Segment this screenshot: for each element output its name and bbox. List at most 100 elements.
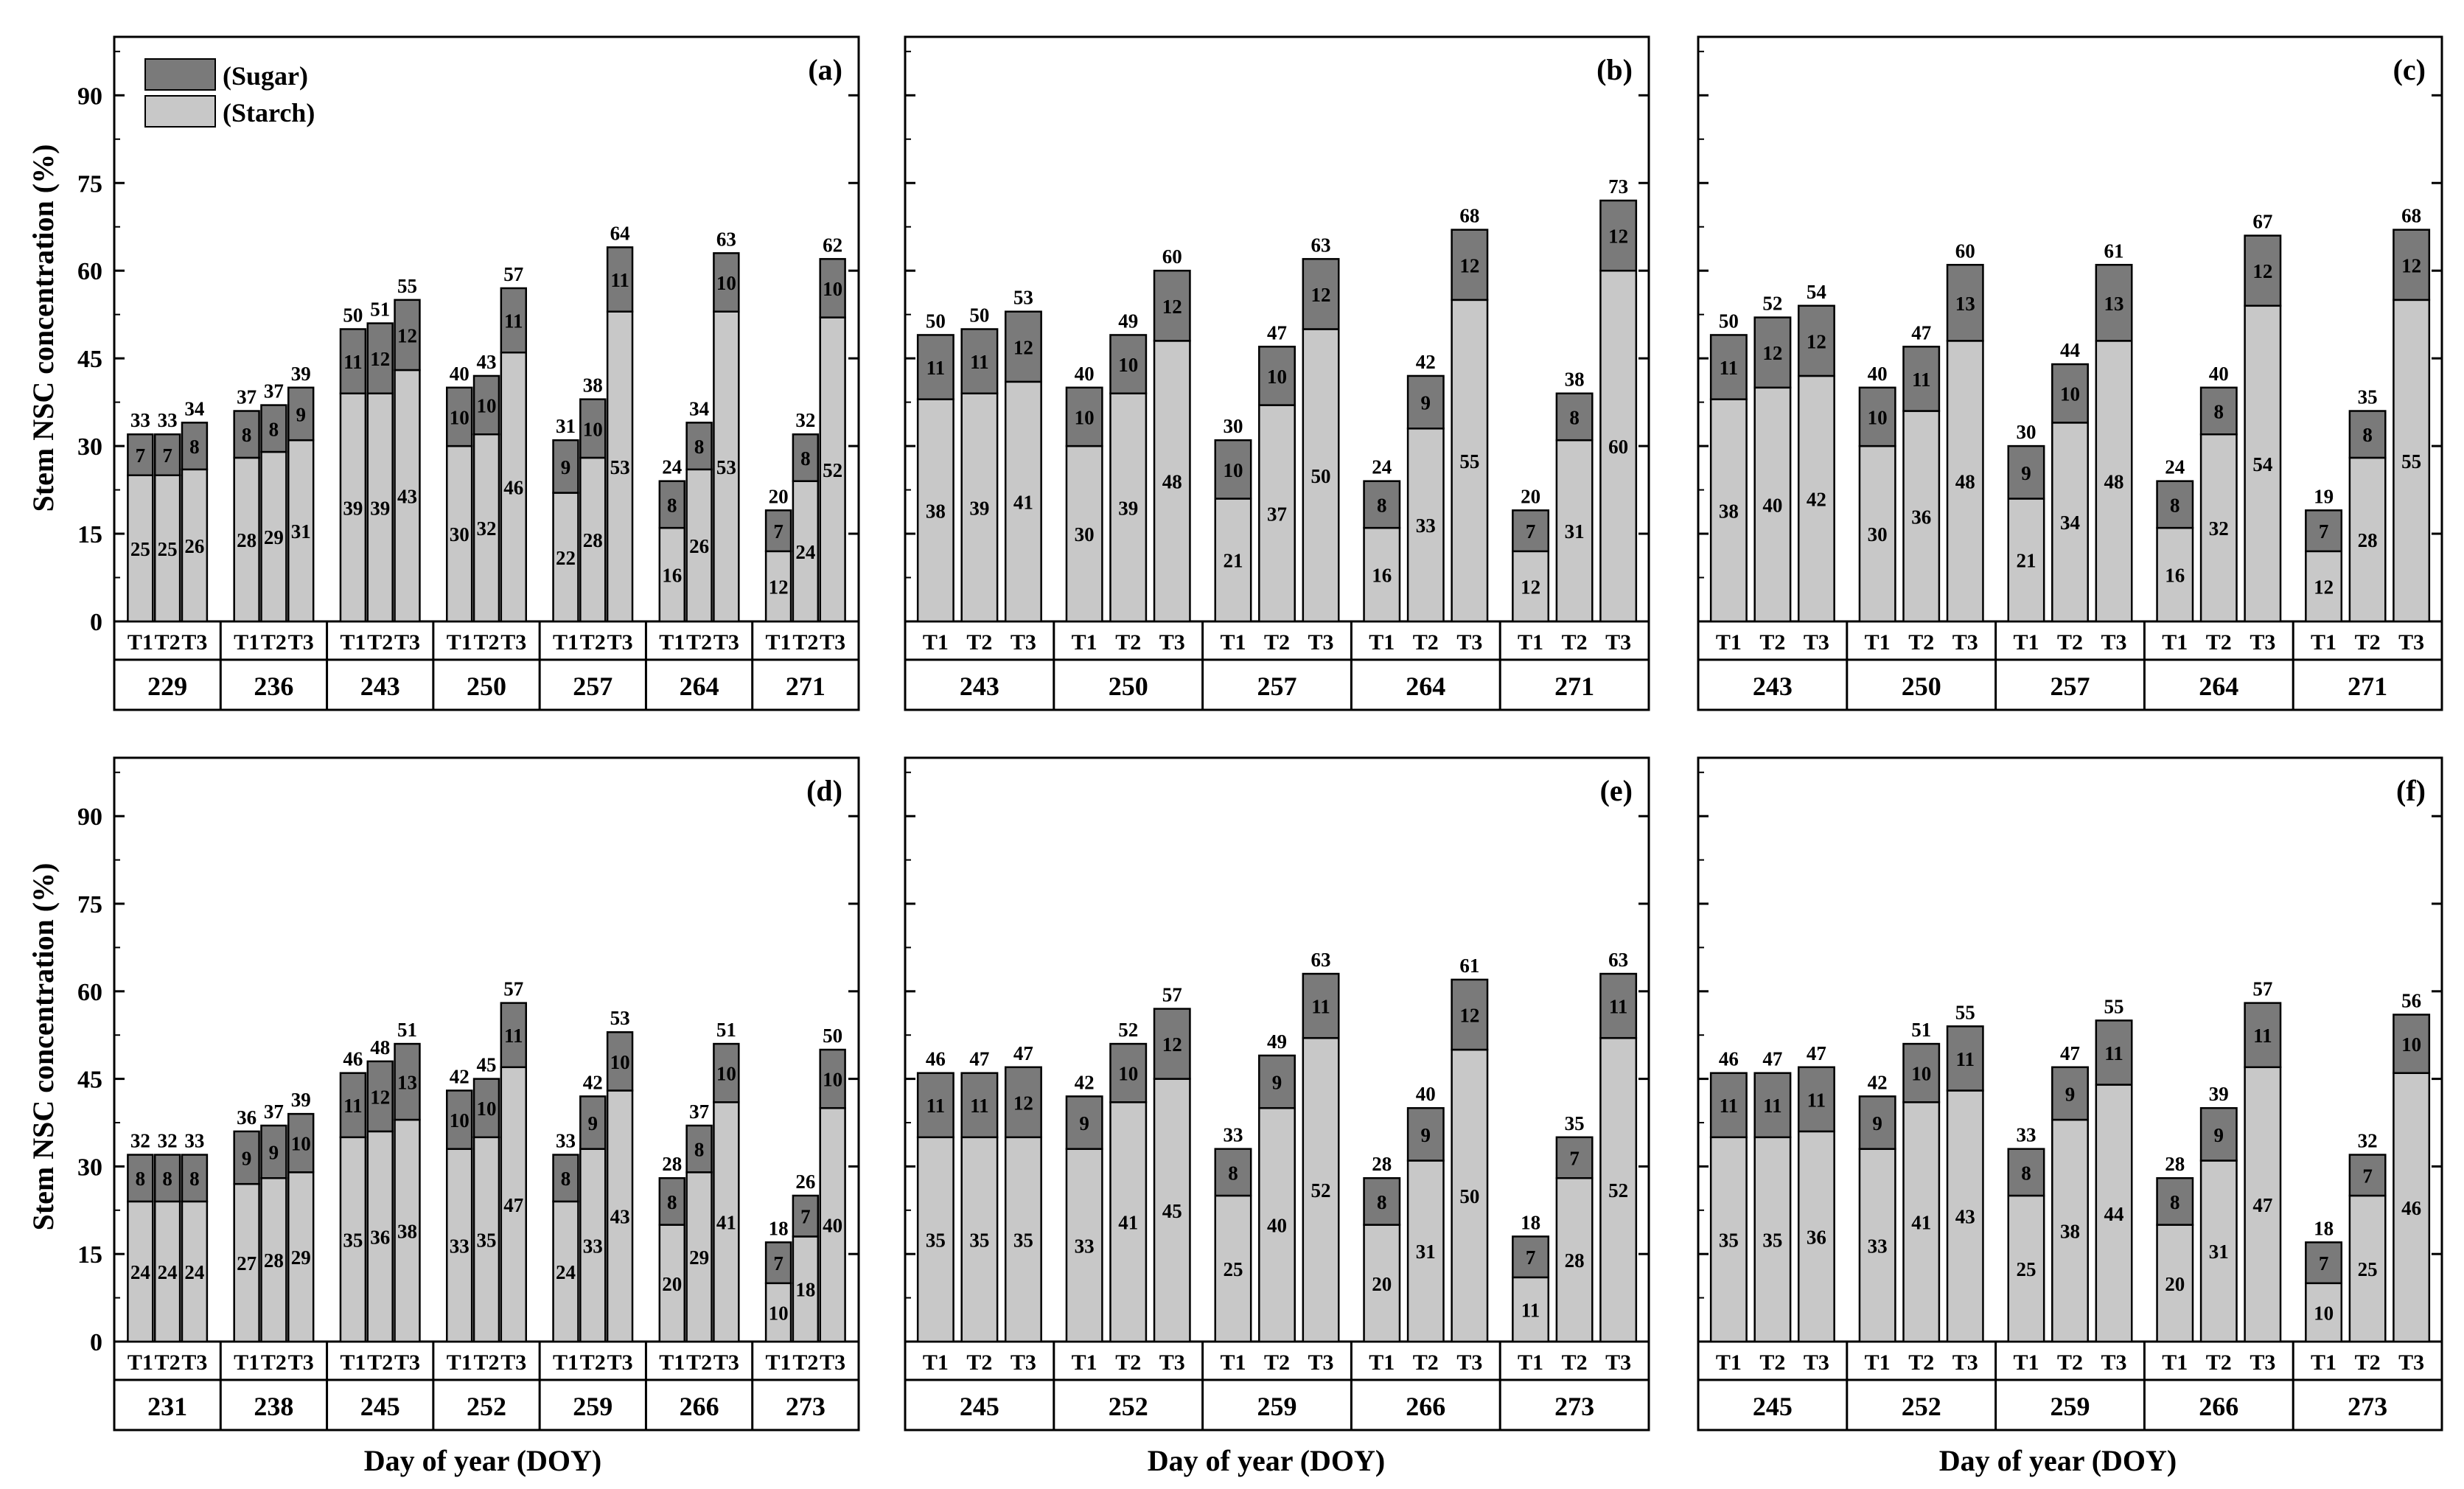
- sugar-value-label: 7: [136, 444, 146, 467]
- sugar-value-label: 10: [1118, 354, 1138, 376]
- starch-value-label: 28: [1565, 1249, 1585, 1272]
- sugar-value-label: 9: [1872, 1112, 1882, 1134]
- sugar-bar: [2051, 363, 2089, 424]
- total-value-label: 51: [716, 1019, 736, 1041]
- starch-value-label: 25: [2358, 1258, 2378, 1280]
- total-value-label: 52: [1762, 293, 1782, 315]
- starch-bar: [658, 1224, 685, 1343]
- total-value-label: 44: [2060, 339, 2080, 361]
- starch-bar: [1214, 498, 1252, 623]
- sugar-bar: [764, 509, 792, 553]
- sugar-bar: [1004, 310, 1042, 383]
- y-tick-label: 0: [90, 1329, 102, 1356]
- sugar-value-label: 7: [1526, 520, 1536, 543]
- treatment-label: T2: [473, 630, 499, 655]
- starch-bar: [2051, 1118, 2089, 1343]
- sugar-bar: [339, 328, 367, 394]
- sugar-value-label: 8: [189, 436, 200, 458]
- starch-bar: [960, 1136, 999, 1343]
- total-value-label: 43: [477, 351, 497, 373]
- sugar-bar: [2007, 1148, 2045, 1197]
- doy-label: 257: [2051, 672, 2090, 701]
- sugar-bar: [2156, 480, 2194, 529]
- treatment-label: T1: [128, 630, 153, 655]
- panel-a: 0153045607590(a)22925733T125733T226834T3…: [77, 35, 860, 711]
- sugar-value-label: 7: [1569, 1148, 1580, 1170]
- starch-value-label: 54: [2252, 453, 2272, 475]
- starch-value-label: 38: [926, 500, 946, 522]
- x-axis-label-d: Day of year (DOY): [364, 1444, 602, 1477]
- starch-value-label: 41: [1118, 1212, 1138, 1234]
- treatment-label: T1: [128, 1350, 153, 1375]
- legend-sugar-swatch: [144, 58, 216, 91]
- doy-label: 250: [467, 672, 506, 701]
- sugar-value-label: 7: [2319, 1252, 2329, 1274]
- total-value-label: 37: [264, 380, 284, 402]
- starch-value-label: 28: [583, 529, 603, 551]
- sugar-bar: [1302, 972, 1340, 1039]
- doy-label: 236: [254, 672, 293, 701]
- starch-bar: [1753, 1136, 1792, 1343]
- starch-bar: [1512, 1276, 1550, 1343]
- total-value-label: 52: [1118, 1019, 1138, 1041]
- starch-bar: [1153, 340, 1191, 623]
- sugar-value-label: 10: [1868, 406, 1888, 428]
- treatment-label: T2: [155, 630, 181, 655]
- sugar-bar: [685, 422, 713, 471]
- starch-value-label: 20: [662, 1273, 682, 1295]
- sugar-bar: [579, 398, 607, 459]
- starch-value-label: 33: [583, 1235, 603, 1257]
- sugar-bar: [1258, 346, 1296, 406]
- panel-b: (b)243381150T1391150T2411253T3250301040T…: [904, 35, 1650, 711]
- sugar-bar: [552, 439, 579, 494]
- starch-bar: [2244, 304, 2282, 623]
- treatment-label: T2: [1115, 1350, 1141, 1375]
- panel-tag: (e): [1600, 774, 1633, 807]
- sugar-bar: [1555, 392, 1594, 442]
- total-value-label: 51: [397, 1019, 417, 1041]
- total-value-label: 57: [503, 263, 523, 285]
- doy-label: 271: [786, 672, 826, 701]
- total-value-label: 64: [610, 222, 630, 244]
- starch-value-label: 52: [1311, 1179, 1331, 1202]
- treatment-label: T3: [1159, 630, 1185, 655]
- sugar-bar: [181, 1154, 209, 1203]
- treatment-label: T2: [2057, 1350, 2083, 1375]
- starch-bar: [685, 468, 713, 623]
- total-value-label: 47: [1013, 1042, 1033, 1064]
- starch-bar: [579, 1148, 607, 1343]
- treatment-label: T1: [766, 1350, 792, 1375]
- starch-bar: [446, 1148, 473, 1343]
- total-value-label: 57: [2252, 978, 2272, 1000]
- sugar-bar: [1753, 1072, 1792, 1139]
- starch-value-label: 31: [1565, 520, 1585, 543]
- sugar-bar: [792, 1194, 820, 1238]
- sugar-value-label: 11: [1311, 996, 1330, 1018]
- sugar-bar: [1406, 374, 1445, 430]
- doy-label: 243: [960, 672, 999, 701]
- sugar-bar: [2095, 1019, 2133, 1086]
- sugar-bar: [1302, 258, 1340, 330]
- treatment-label: T3: [1605, 630, 1631, 655]
- sugar-bar: [1065, 386, 1103, 447]
- starch-bar: [1902, 1101, 1941, 1343]
- treatment-label: T2: [1413, 1350, 1439, 1375]
- starch-bar: [2305, 1282, 2343, 1343]
- sugar-value-label: 9: [1079, 1112, 1089, 1134]
- doy-label: 259: [2051, 1392, 2090, 1421]
- starch-value-label: 39: [343, 497, 363, 519]
- starch-value-label: 43: [397, 486, 417, 508]
- sugar-bar: [819, 1048, 846, 1109]
- sugar-bar: [1753, 316, 1792, 389]
- panel-tag: (c): [2393, 53, 2426, 86]
- treatment-label: T1: [2311, 1350, 2336, 1375]
- sugar-value-label: 10: [477, 1098, 497, 1120]
- starch-bar: [2199, 433, 2238, 623]
- treatment-label: T3: [1308, 630, 1334, 655]
- sugar-value-label: 11: [2253, 1025, 2272, 1047]
- sugar-bar: [339, 1072, 367, 1139]
- sugar-bar: [1065, 1095, 1103, 1150]
- doy-label: 266: [2199, 1392, 2238, 1421]
- starch-bar: [1555, 1176, 1594, 1343]
- starch-value-label: 30: [1075, 523, 1095, 545]
